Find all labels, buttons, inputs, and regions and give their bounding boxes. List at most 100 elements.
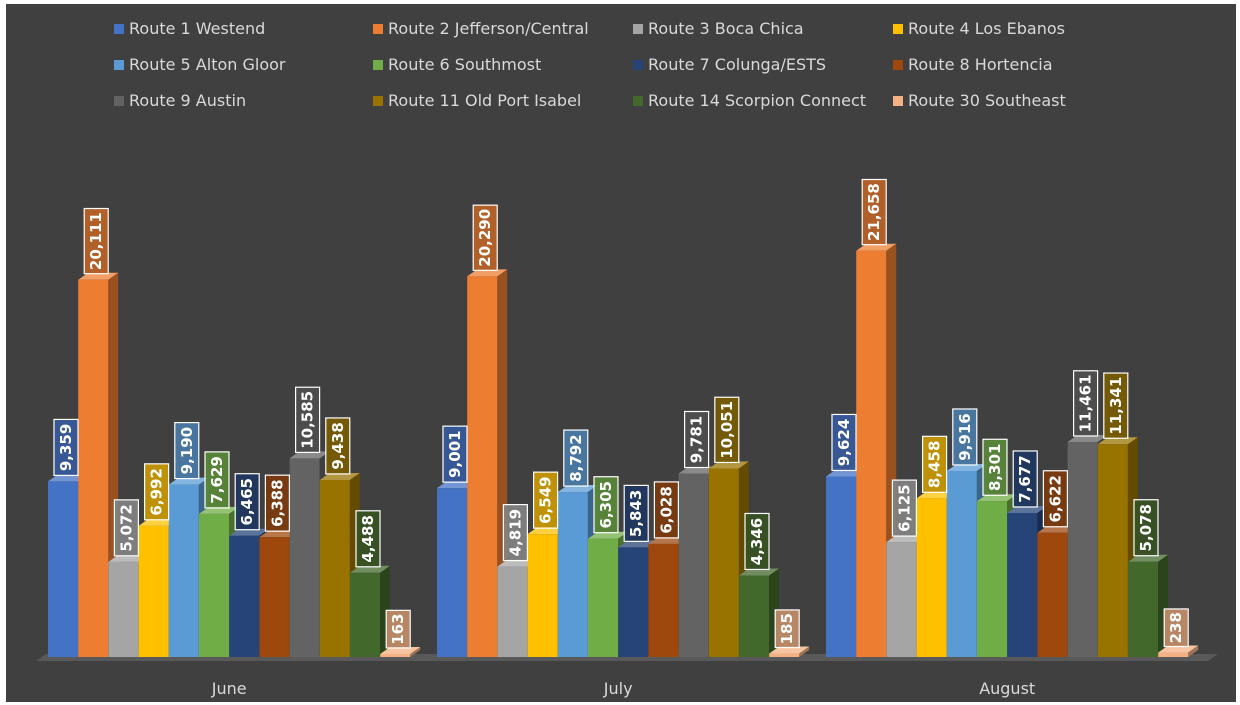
bar-front — [497, 566, 528, 657]
bar-front — [48, 481, 78, 657]
bar-top — [977, 494, 1017, 502]
legend-swatch — [114, 60, 124, 70]
bar-top — [769, 646, 810, 654]
legend-swatch — [893, 96, 903, 106]
bar-top — [138, 518, 179, 526]
data-label-text: 6,549 — [537, 476, 555, 523]
bar — [1158, 645, 1199, 657]
data-label: 185 — [774, 609, 800, 649]
data-label: 163 — [385, 609, 411, 649]
data-label-box — [355, 510, 381, 568]
data-label: 6,388 — [264, 474, 290, 532]
data-label-box — [1012, 450, 1038, 508]
data-label: 8,301 — [982, 438, 1008, 496]
bar-side — [410, 646, 421, 657]
bar-front — [138, 525, 169, 657]
bar-top — [588, 531, 628, 539]
bar — [380, 646, 421, 657]
bar-front — [259, 537, 290, 657]
data-label: 238 — [1163, 608, 1189, 648]
data-label-box — [831, 413, 857, 472]
bar-front — [350, 572, 380, 657]
data-label-text: 21,658 — [865, 183, 883, 241]
data-label: 9,781 — [683, 410, 710, 469]
bar — [769, 646, 810, 657]
category-axis: June July August — [211, 679, 1035, 698]
data-label-box — [714, 396, 740, 464]
data-label: 9,916 — [952, 408, 978, 466]
data-label-box — [891, 479, 918, 537]
bar-chart: Route 1 Westend Route 2 Jefferson/Central… — [36, 19, 1218, 698]
data-label: 4,346 — [744, 512, 770, 571]
data-label: 5,072 — [113, 499, 140, 557]
bar-top — [618, 540, 659, 548]
data-label-text: 5,072 — [117, 504, 135, 551]
bar-top — [437, 481, 477, 489]
bar-front — [467, 276, 498, 657]
data-label-box — [1072, 370, 1099, 437]
bar-top — [886, 535, 927, 543]
bar-top — [319, 472, 360, 480]
data-label-box — [952, 408, 978, 466]
data-label: 11,341 — [1103, 372, 1129, 439]
bar-top — [1128, 554, 1168, 562]
bar-top — [289, 451, 330, 459]
bar-front — [916, 498, 947, 657]
data-label-text: 6,622 — [1046, 475, 1064, 522]
data-label-box — [442, 425, 468, 483]
bar-top — [467, 269, 508, 277]
bar-front — [708, 468, 739, 657]
bar-top — [916, 491, 957, 499]
bar-top — [78, 272, 119, 280]
data-label-box — [744, 512, 770, 571]
data-label-text: 9,781 — [688, 416, 706, 463]
data-label-box — [774, 609, 800, 649]
bar-side — [799, 646, 810, 657]
data-label: 9,001 — [442, 425, 468, 483]
data-label-box — [921, 435, 948, 493]
data-label: 6,992 — [144, 463, 170, 521]
bar-top — [826, 469, 866, 477]
bar-top — [1097, 437, 1138, 445]
bar-top — [108, 554, 149, 562]
data-label-text: 6,992 — [148, 468, 166, 515]
data-label-text: 6,305 — [597, 481, 615, 528]
bar-top — [1007, 505, 1048, 513]
data-label-text: 8,792 — [567, 434, 585, 481]
data-label: 20,290 — [472, 204, 498, 271]
bar-front — [886, 542, 917, 657]
bar-front — [946, 470, 977, 657]
bar-top — [557, 485, 598, 493]
data-label-text: 7,677 — [1016, 455, 1034, 502]
data-label-text: 9,001 — [446, 430, 464, 477]
data-label-box — [1042, 470, 1069, 528]
data-label: 7,629 — [204, 451, 230, 509]
legend-label: Route 9 Austin — [129, 91, 246, 110]
bar-front — [108, 561, 139, 657]
bar-top — [199, 506, 239, 514]
data-label-box — [83, 207, 109, 275]
legend-label: Route 11 Old Port Isabel — [388, 91, 581, 110]
data-label-text: 20,111 — [87, 212, 105, 270]
data-label: 6,622 — [1042, 470, 1069, 528]
chart-area: Route 1 Westend Route 2 Jefferson/Central… — [6, 4, 1236, 702]
data-label: 8,458 — [921, 435, 948, 493]
bar-front — [678, 473, 709, 657]
data-label-text: 6,388 — [268, 479, 286, 526]
data-label-box — [1133, 499, 1159, 557]
data-label: 5,843 — [623, 484, 649, 542]
legend-swatch — [893, 60, 903, 70]
bar-top — [48, 474, 88, 482]
data-label-box — [1103, 372, 1129, 439]
category-label: July — [603, 679, 633, 698]
bar-front — [1158, 652, 1189, 657]
bar — [78, 272, 119, 657]
data-label-box — [234, 473, 260, 531]
data-label: 9,438 — [325, 417, 351, 475]
bar-side — [1188, 645, 1199, 657]
bar — [1128, 554, 1168, 657]
legend-label: Route 6 Southmost — [388, 55, 541, 74]
data-label: 21,658 — [861, 178, 887, 246]
legend-swatch — [373, 60, 383, 70]
bar-top — [259, 530, 300, 538]
